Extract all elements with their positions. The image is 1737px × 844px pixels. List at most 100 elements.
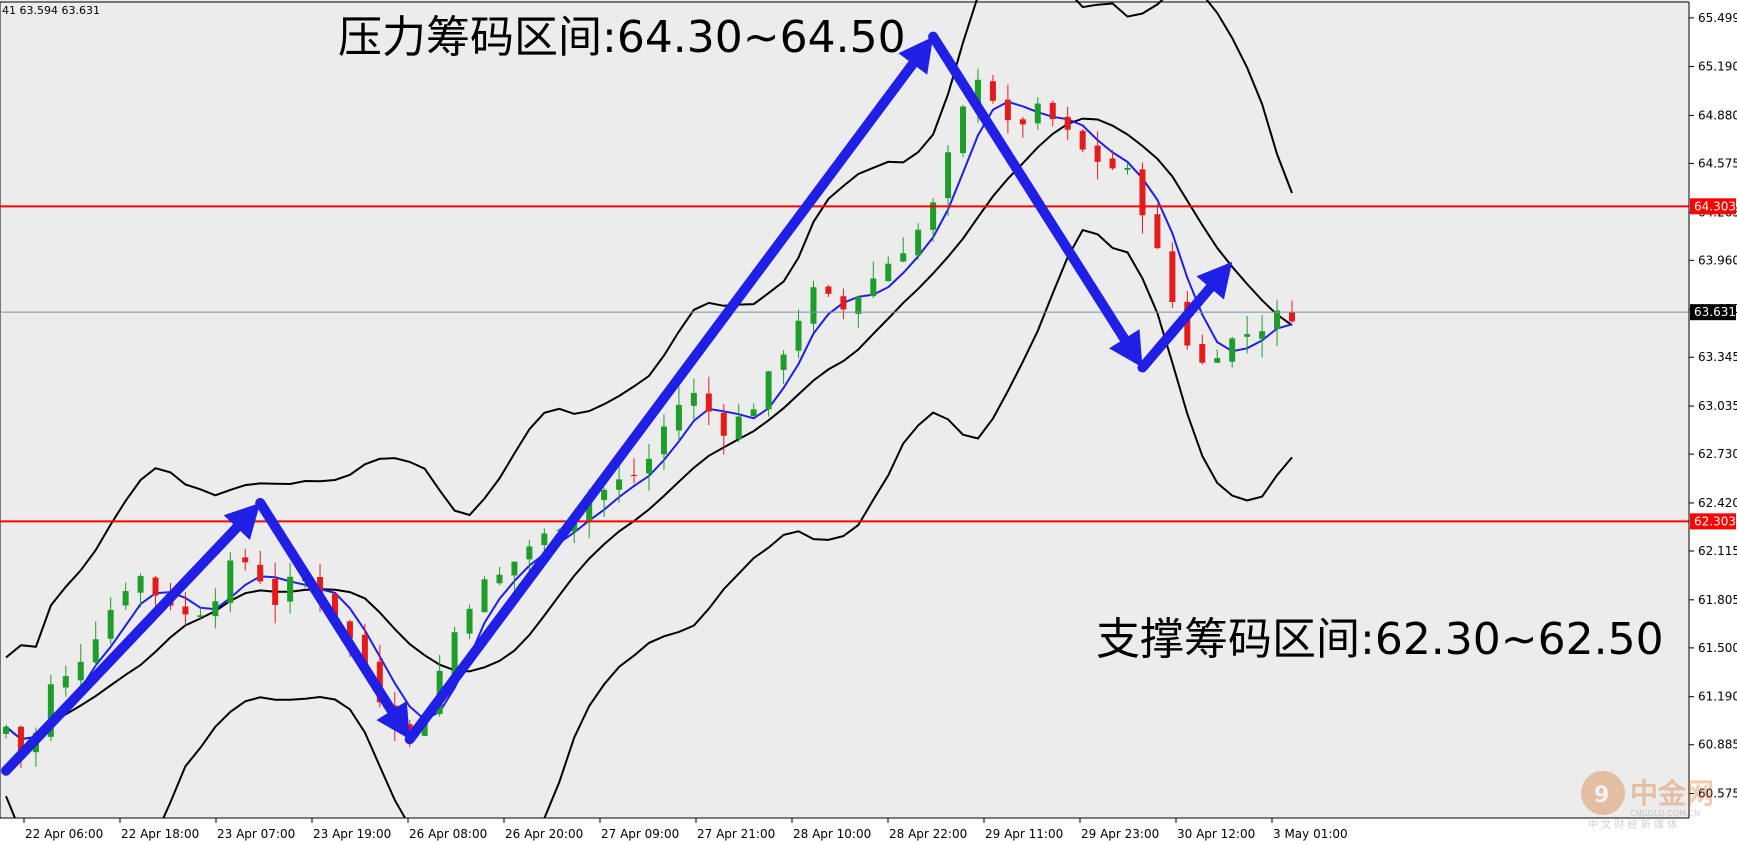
candle-body xyxy=(47,684,54,737)
candle-body xyxy=(77,661,84,681)
trend-arrow-head xyxy=(1109,329,1143,368)
candle-body xyxy=(930,202,937,230)
x-tick-label: 27 Apr 09:00 xyxy=(601,827,679,841)
candle-body xyxy=(62,676,69,688)
x-tick-label: 22 Apr 18:00 xyxy=(121,827,199,841)
plot-layer xyxy=(0,0,1690,844)
x-tick-label: 26 Apr 08:00 xyxy=(409,827,487,841)
candle-body xyxy=(885,263,892,282)
candle-body xyxy=(526,546,533,560)
y-tick-label: 61.805 xyxy=(1698,593,1737,607)
y-tick-label: 60.575 xyxy=(1698,787,1737,801)
upper-band-line xyxy=(5,0,1293,659)
x-tick-label: 26 Apr 20:00 xyxy=(505,827,583,841)
watermark-logo-icon xyxy=(1581,771,1625,815)
trend-arrow-shaft xyxy=(255,497,397,716)
candle-body xyxy=(825,286,832,294)
candle-body xyxy=(287,576,294,602)
candle-body xyxy=(137,576,144,593)
candle-body xyxy=(152,577,159,596)
candle-body xyxy=(1289,312,1295,322)
y-tick-label: 63.960 xyxy=(1698,253,1737,267)
candle-body xyxy=(122,591,129,606)
watermark-slogan: 中 文 财 经 新 媒 体 xyxy=(1588,818,1677,831)
candle-body xyxy=(1109,158,1116,169)
x-tick-label: 29 Apr 11:00 xyxy=(985,827,1063,841)
candle-body xyxy=(586,499,593,522)
lower-band-line xyxy=(5,228,1293,844)
candle-body xyxy=(795,320,802,351)
x-tick-label: 30 Apr 12:00 xyxy=(1177,827,1255,841)
candle-body xyxy=(331,593,338,621)
candle-body xyxy=(646,458,652,474)
current-price-tag-text: 63.631 xyxy=(1694,305,1736,319)
y-tick-label: 62.730 xyxy=(1698,447,1737,461)
candle-body xyxy=(317,576,324,599)
trend-arrow-shaft xyxy=(404,58,918,745)
candle-body xyxy=(197,615,204,618)
y-tick-label: 61.500 xyxy=(1698,641,1737,655)
middle-band-line xyxy=(5,117,1293,741)
trend-arrow-head xyxy=(376,700,410,740)
candle-body xyxy=(1274,310,1281,329)
y-axis-panel xyxy=(1689,0,1737,844)
x-tick-label: 22 Apr 06:00 xyxy=(25,827,103,841)
candle-body xyxy=(1259,331,1266,339)
trend-arrow-shaft xyxy=(928,31,1130,344)
candle-body xyxy=(870,278,877,297)
y-tick-label: 60.885 xyxy=(1698,738,1737,752)
candle-body xyxy=(1049,102,1056,120)
watermark-site: CNGOLD.COM.CN xyxy=(1630,809,1700,818)
candle-body xyxy=(1229,338,1236,362)
candle-body xyxy=(346,621,353,639)
candle-body xyxy=(496,574,503,584)
candle-body xyxy=(451,632,458,676)
x-tick-label: 23 Apr 19:00 xyxy=(313,827,391,841)
y-tick-label: 63.035 xyxy=(1698,399,1737,413)
candle-body xyxy=(406,724,413,732)
candle-body xyxy=(900,253,907,262)
candle-body xyxy=(780,354,787,370)
candle-body xyxy=(690,392,697,406)
x-tick-label: 3 May 01:00 xyxy=(1273,827,1348,841)
candle-body xyxy=(810,287,817,324)
candle-body xyxy=(182,606,189,615)
candle-body xyxy=(945,152,952,199)
x-tick-label: 29 Apr 23:00 xyxy=(1081,827,1159,841)
candle-body xyxy=(511,561,518,576)
candle-body xyxy=(1244,334,1251,337)
candle-body xyxy=(974,79,981,105)
x-tick-label: 28 Apr 10:00 xyxy=(793,827,871,841)
y-tick-label: 61.190 xyxy=(1698,690,1737,704)
trend-arrows-group xyxy=(1,31,1233,776)
x-tick-label: 27 Apr 21:00 xyxy=(697,827,775,841)
candle-body xyxy=(17,726,24,752)
y-tick-label: 64.575 xyxy=(1698,156,1737,170)
y-tick-label: 64.880 xyxy=(1698,108,1737,122)
candle-body xyxy=(257,564,264,582)
level-tag-text: 64.303 xyxy=(1694,199,1736,213)
y-tick-label: 65.190 xyxy=(1698,60,1737,74)
header-layer: 41 63.594 63.631 xyxy=(2,4,100,17)
candle-body xyxy=(361,634,368,665)
candle-body xyxy=(735,416,742,440)
x-tick-label: 23 Apr 07:00 xyxy=(217,827,295,841)
y-tick-label: 65.499 xyxy=(1698,11,1737,25)
x-axis-panel xyxy=(0,818,1737,844)
candle-body xyxy=(1214,358,1221,363)
candle-body xyxy=(631,474,638,476)
plot-area xyxy=(0,1,1690,819)
candle-body xyxy=(1124,167,1131,170)
watermark-brand: 中金网 xyxy=(1630,777,1714,810)
candle-body xyxy=(227,560,234,603)
candle-body xyxy=(1184,301,1191,346)
candle-body xyxy=(855,296,862,314)
candle-body xyxy=(481,579,488,613)
trend-arrow-head xyxy=(1196,261,1233,300)
level-tag-64.303 xyxy=(1690,198,1736,215)
candle-body xyxy=(616,479,623,490)
candle-body xyxy=(601,489,608,501)
trend-arrow-head xyxy=(898,36,934,75)
candle-body xyxy=(750,409,757,417)
candle-body xyxy=(242,557,249,563)
